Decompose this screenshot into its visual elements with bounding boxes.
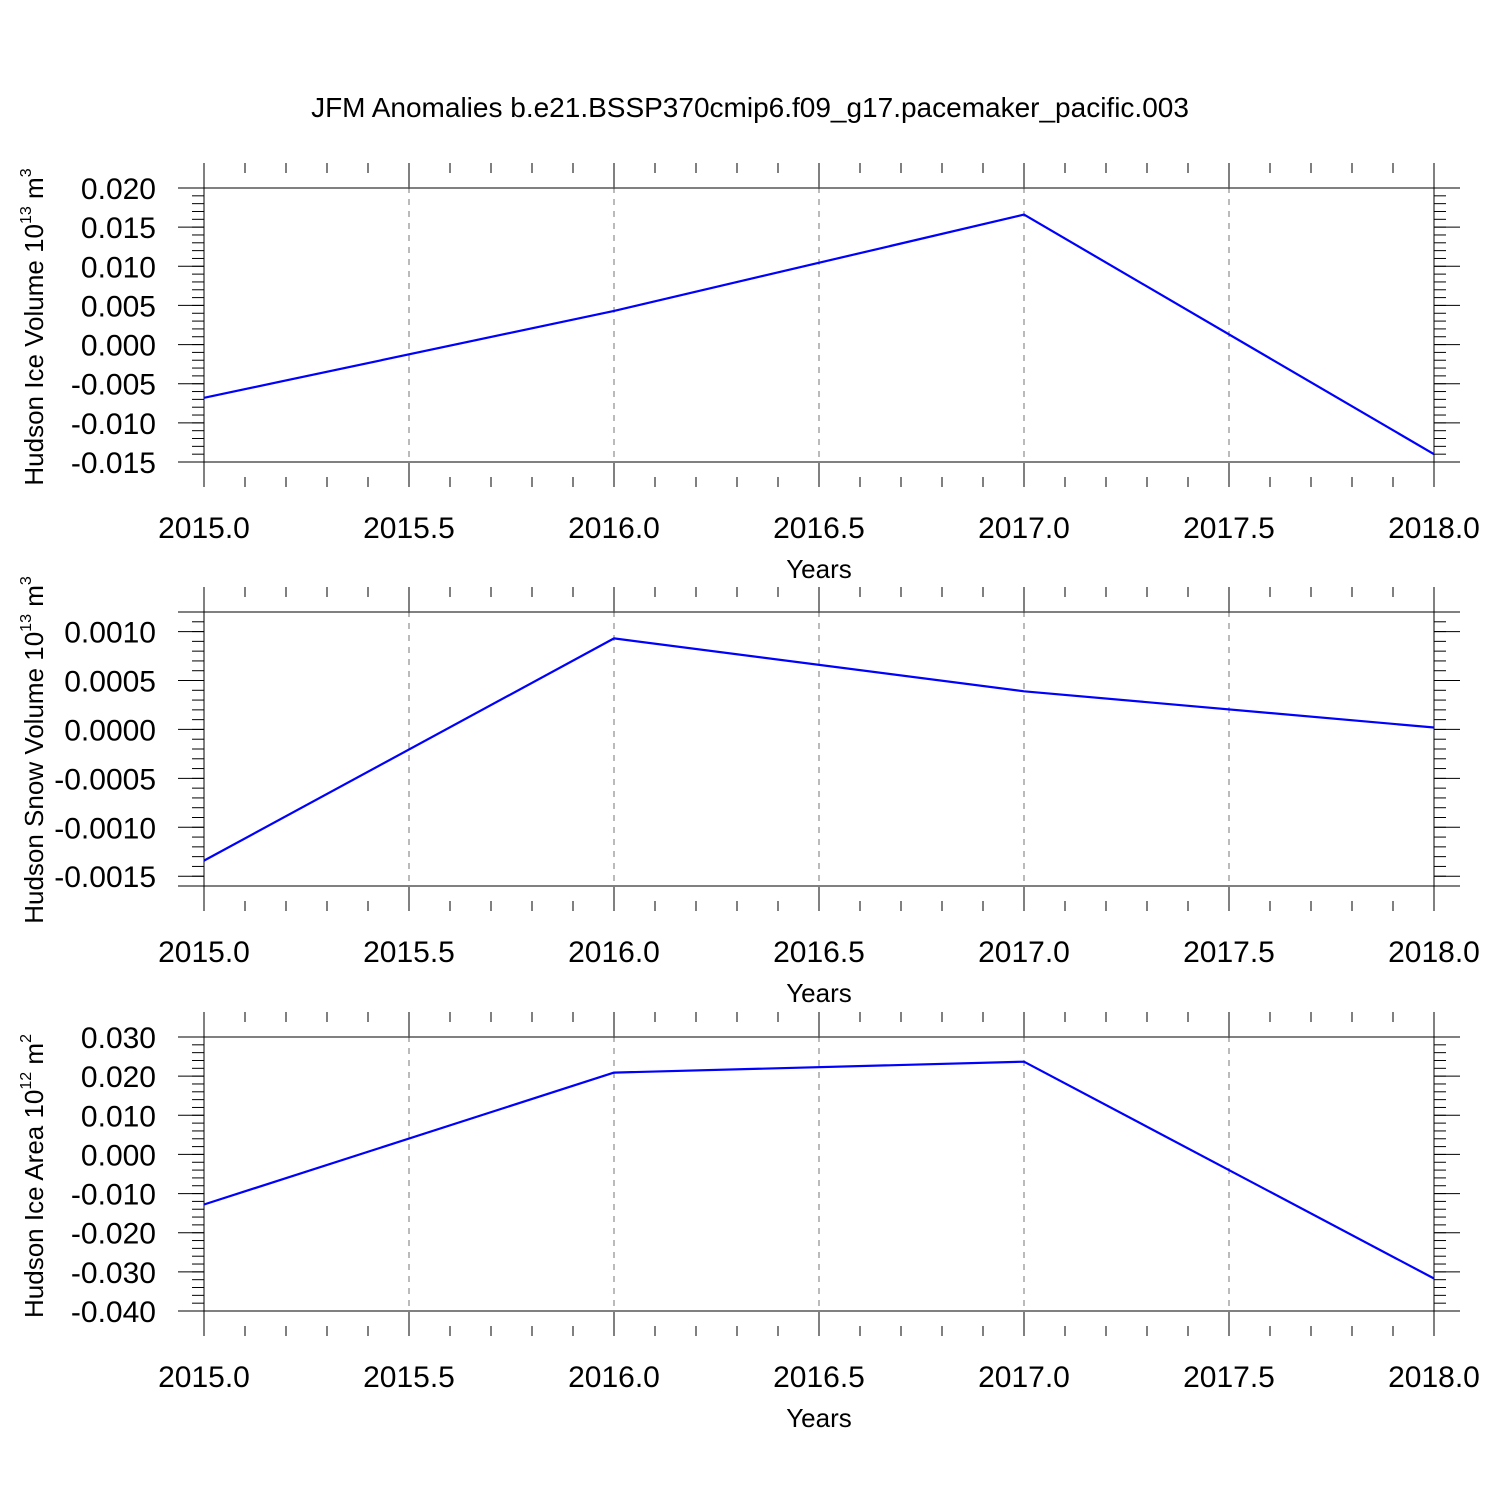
- figure-title: JFM Anomalies b.e21.BSSP370cmip6.f09_g17…: [311, 92, 1189, 123]
- x-tick-label: 2018.0: [1388, 512, 1480, 545]
- y-tick-label: 0.020: [81, 173, 156, 206]
- y-tick-label: -0.020: [71, 1218, 156, 1251]
- y-tick-label: 0.000: [81, 330, 156, 363]
- y-tick-label: 0.000: [81, 1139, 156, 1172]
- panel-2: 0.0010 0.0005 0.0000 -0.0005 -0.0010 -0.0015 2…: [18, 576, 1480, 1008]
- y-tick-label: -0.0015: [54, 861, 156, 894]
- x-axis-label: Years: [786, 978, 852, 1008]
- x-tick-label: 2015.5: [363, 512, 455, 545]
- series-line: [203, 213, 1435, 456]
- y-axis-label: Hudson Snow Volume 1013 m3: [18, 576, 49, 924]
- y-tick-label: -0.015: [71, 447, 156, 480]
- y-tick-label: 0.0000: [64, 714, 156, 747]
- x-tick-label: 2016.0: [568, 512, 660, 545]
- panel-1: 0.020 0.015 0.010 0.005 0.000 -0.005 -0.010 -0.…: [18, 163, 1480, 584]
- y-tick-label: 0.015: [81, 212, 156, 245]
- x-tick-label: 2015.5: [363, 936, 455, 969]
- series-line: [203, 1060, 1435, 1280]
- y-tick-label: 0.005: [81, 290, 156, 323]
- x-tick-label: 2017.5: [1183, 936, 1275, 969]
- series-line: [203, 637, 1435, 862]
- y-tick-label: -0.030: [71, 1257, 156, 1290]
- x-tick-label: 2017.0: [978, 1361, 1070, 1394]
- x-axis-label: Years: [786, 554, 852, 584]
- x-tick-label: 2015.0: [158, 936, 250, 969]
- x-tick-label: 2015.0: [158, 1361, 250, 1394]
- x-tick-label: 2017.0: [978, 936, 1070, 969]
- y-axis-label: Hudson Ice Volume 1013 m3: [18, 168, 49, 485]
- y-tick-label: -0.010: [71, 1179, 156, 1212]
- x-tick-label: 2018.0: [1388, 1361, 1480, 1394]
- y-tick-label: 0.020: [81, 1061, 156, 1094]
- x-tick-label: 2015.0: [158, 512, 250, 545]
- x-tick-label: 2016.5: [773, 1361, 865, 1394]
- y-tick-label: -0.005: [71, 369, 156, 402]
- panel-3: 0.030 0.020 0.010 0.000 -0.010 -0.020 -0.030 -0…: [18, 1012, 1480, 1433]
- y-tick-label: 0.010: [81, 1100, 156, 1133]
- y-tick-label: 0.010: [81, 251, 156, 284]
- y-tick-label: 0.0005: [64, 666, 156, 699]
- y-tick-label: 0.0010: [64, 617, 156, 650]
- x-tick-label: 2015.5: [363, 1361, 455, 1394]
- x-tick-label: 2017.5: [1183, 512, 1275, 545]
- x-tick-label: 2017.5: [1183, 1361, 1275, 1394]
- x-tick-label: 2018.0: [1388, 936, 1480, 969]
- x-tick-label: 2017.0: [978, 512, 1070, 545]
- x-tick-label: 2016.5: [773, 512, 865, 545]
- panels: 0.020 0.015 0.010 0.005 0.000 -0.005 -0.010 -0.…: [18, 163, 1480, 1433]
- y-axis-label: Hudson Ice Area 1012 m2: [18, 1034, 49, 1318]
- y-tick-label: -0.0005: [54, 763, 156, 796]
- y-tick-label: -0.0010: [54, 812, 156, 845]
- y-tick-label: -0.010: [71, 408, 156, 441]
- x-tick-label: 2016.0: [568, 936, 660, 969]
- x-axis-label: Years: [786, 1403, 852, 1433]
- x-tick-label: 2016.0: [568, 1361, 660, 1394]
- y-tick-label: 0.030: [81, 1022, 156, 1055]
- x-tick-label: 2016.5: [773, 936, 865, 969]
- y-tick-label: -0.040: [71, 1296, 156, 1329]
